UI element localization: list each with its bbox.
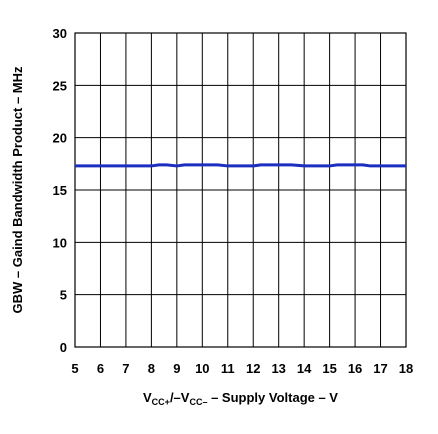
- x-tick-label: 13: [271, 361, 285, 376]
- x-tick-label: 9: [173, 361, 180, 376]
- x-tick-label: 10: [195, 361, 209, 376]
- series-group: [75, 163, 406, 168]
- x-label-cc-plus: CC+: [152, 397, 170, 407]
- grid: [74, 32, 407, 348]
- x-tick-label: 7: [122, 361, 129, 376]
- x-label-rest: – Supply Voltage – V: [207, 390, 338, 405]
- x-tick-label: 5: [71, 361, 78, 376]
- x-tick-label: 16: [348, 361, 362, 376]
- x-label-v1: V: [143, 390, 152, 405]
- x-label-cc-minus: CC–: [189, 397, 207, 407]
- y-tick-label: 10: [53, 235, 67, 250]
- x-axis-label: VCC+/–VCC– – Supply Voltage – V: [143, 390, 338, 407]
- x-tick-label: 11: [221, 361, 235, 376]
- x-tick-label: 12: [246, 361, 260, 376]
- y-tick-label: 30: [53, 26, 67, 41]
- series-line-0: [75, 163, 406, 168]
- x-tick-label: 14: [297, 361, 312, 376]
- x-tick-label: 6: [97, 361, 104, 376]
- x-label-sep: /–V: [170, 390, 190, 405]
- x-tick-label: 18: [399, 361, 413, 376]
- plot-frame: [74, 32, 407, 348]
- x-tick-label: 17: [373, 361, 387, 376]
- y-tick-label: 15: [53, 183, 67, 198]
- y-tick-label: 25: [53, 78, 67, 93]
- y-tick-label: 5: [60, 288, 67, 303]
- y-tick-labels: 0 5 10 15 20 25 30: [53, 26, 67, 355]
- y-tick-label: 0: [60, 340, 67, 355]
- y-tick-label: 20: [53, 131, 67, 146]
- y-axis-label: GBW – Gaind Bandwidth Product – MHz: [10, 66, 25, 314]
- x-tick-labels: 5 6 7 8 9 10 11 12 13 14 15 16 17 18: [71, 361, 413, 376]
- x-tick-label: 8: [148, 361, 155, 376]
- x-tick-label: 15: [322, 361, 336, 376]
